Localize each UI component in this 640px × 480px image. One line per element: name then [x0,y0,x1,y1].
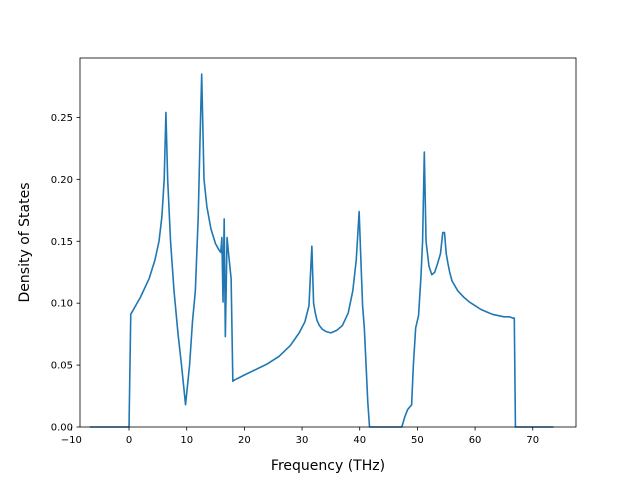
x-tick-label: 70 [526,435,539,446]
y-tick-label: 0.10 [51,299,73,310]
x-tick-label: 30 [296,435,309,446]
y-tick-label: 0.00 [51,423,73,434]
y-tick-label: 0.05 [51,361,73,372]
x-tick-label: 40 [353,435,366,446]
plot-area [89,73,554,428]
x-tick-label: 10 [180,435,193,446]
y-tick-label: 0.25 [51,113,73,124]
y-tick-label: 0.20 [51,175,73,186]
y-axis: 0.00 0.05 0.10 0.15 0.20 0.25 [51,113,80,434]
series-line-0 [89,73,554,428]
x-axis-label: Frequency (THz) [271,458,385,474]
x-axis: −10 0 10 20 30 40 50 60 70 [61,427,539,446]
x-tick-label: −10 [61,435,82,446]
x-tick-label: 50 [411,435,424,446]
x-tick-label: 60 [469,435,482,446]
x-tick-label: 20 [238,435,251,446]
axes-frame [79,57,577,428]
y-tick-label: 0.15 [51,237,73,248]
y-axis-label: Density of States [17,183,33,303]
x-tick-label: 0 [126,435,132,446]
